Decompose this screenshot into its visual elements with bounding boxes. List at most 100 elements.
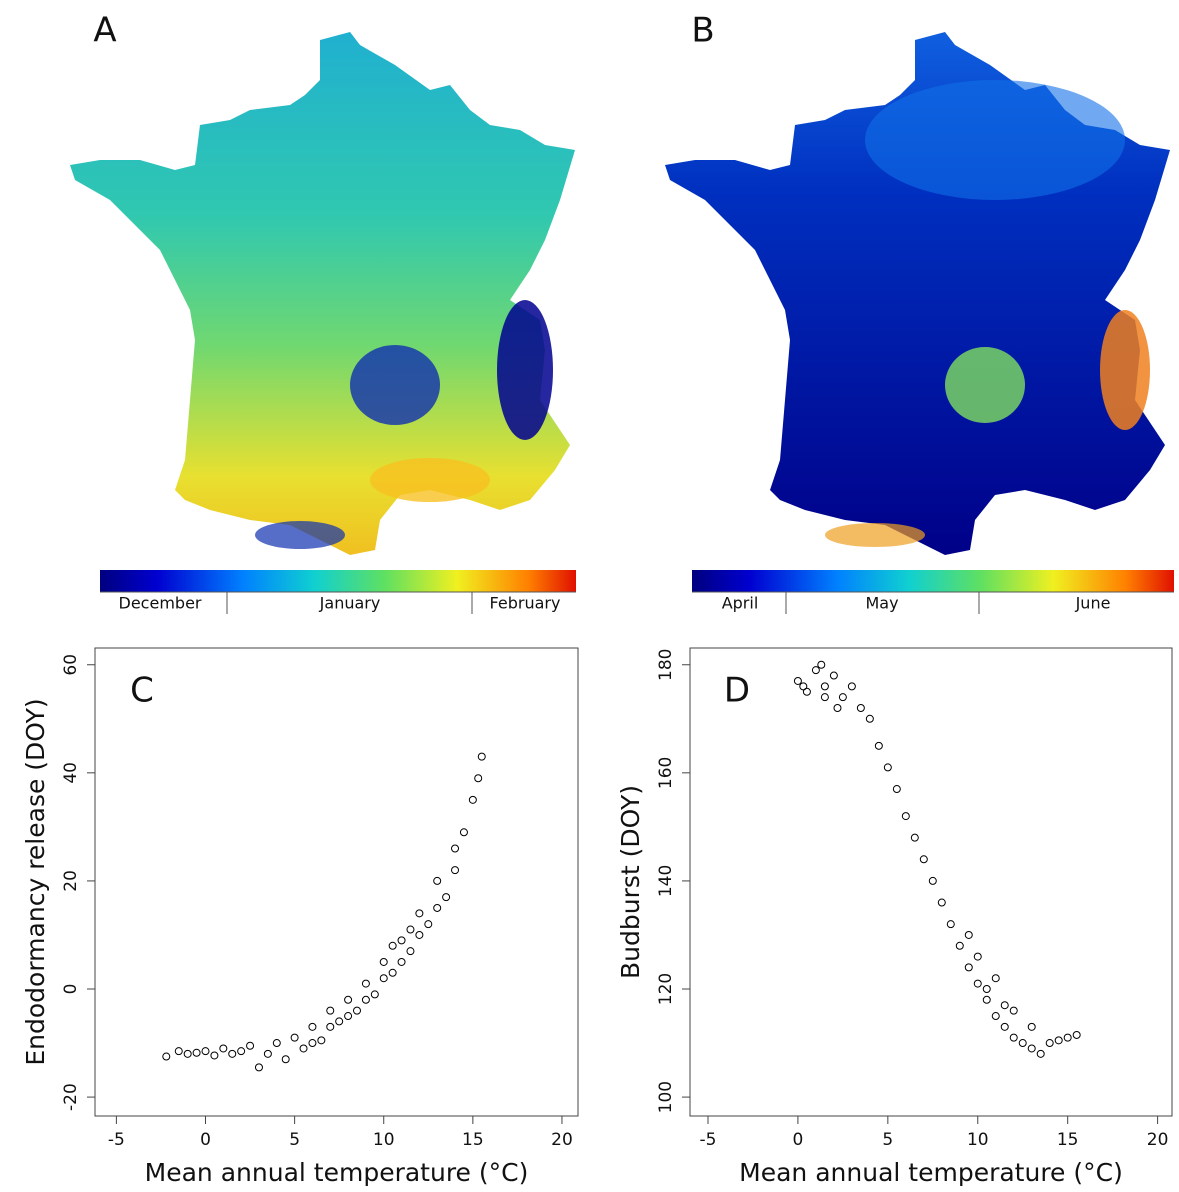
- point: [892, 785, 901, 794]
- point: [263, 1049, 272, 1058]
- point: [1009, 1033, 1018, 1042]
- y-tick-label: 160: [656, 757, 676, 789]
- y-tick-label: 120: [656, 973, 676, 1005]
- panel-label: B: [691, 11, 714, 51]
- point: [290, 1033, 299, 1042]
- point: [820, 693, 829, 702]
- point: [1009, 1006, 1018, 1015]
- x-tick-label: 15: [462, 1130, 484, 1150]
- point: [1054, 1036, 1063, 1045]
- point: [451, 844, 460, 853]
- point: [865, 714, 874, 723]
- colorbar-b: [692, 570, 1174, 614]
- point: [964, 963, 973, 972]
- point: [433, 876, 442, 885]
- point: [820, 682, 829, 691]
- point: [397, 957, 406, 966]
- point: [272, 1039, 281, 1048]
- point: [415, 909, 424, 918]
- point: [308, 1022, 317, 1031]
- point: [174, 1047, 183, 1056]
- point: [874, 741, 883, 750]
- point: [192, 1048, 201, 1057]
- x-tick-label: 15: [1057, 1130, 1079, 1150]
- x-tick-label: -5: [108, 1130, 125, 1150]
- y-axis-label: Endodormancy release (DOY): [21, 698, 50, 1065]
- point: [219, 1044, 228, 1053]
- point: [451, 866, 460, 875]
- plot-frame: [94, 647, 579, 1117]
- point: [1027, 1044, 1036, 1053]
- point: [910, 833, 919, 842]
- point: [228, 1049, 237, 1058]
- point: [361, 979, 370, 988]
- point: [1000, 1001, 1009, 1010]
- point: [388, 968, 397, 977]
- point: [1000, 1022, 1009, 1031]
- x-axis-label: Mean annual temperature (°C): [739, 1158, 1123, 1187]
- y-tick-label: 180: [656, 649, 676, 681]
- point: [973, 979, 982, 988]
- point: [326, 1006, 335, 1015]
- x-axis-label: Mean annual temperature (°C): [145, 1158, 529, 1187]
- point: [982, 985, 991, 994]
- point: [344, 1012, 353, 1021]
- point: [833, 703, 842, 712]
- point: [1018, 1039, 1027, 1048]
- point: [388, 941, 397, 950]
- panel-label: D: [724, 671, 750, 711]
- point: [397, 936, 406, 945]
- point: [829, 671, 838, 680]
- y-tick-label: -20: [61, 1083, 81, 1111]
- point: [281, 1055, 290, 1064]
- y-tick-label: 60: [61, 654, 81, 676]
- point: [254, 1063, 263, 1072]
- x-tick-label: -5: [700, 1130, 717, 1150]
- point: [361, 995, 370, 1004]
- point: [335, 1017, 344, 1026]
- y-tick-label: 0: [61, 984, 81, 995]
- x-tick-label: 5: [882, 1130, 893, 1150]
- point: [982, 995, 991, 1004]
- point: [246, 1041, 255, 1050]
- plot-frame: [689, 647, 1173, 1117]
- point: [442, 893, 451, 902]
- point: [237, 1047, 246, 1056]
- point: [379, 974, 388, 983]
- point: [964, 930, 973, 939]
- point: [991, 974, 1000, 983]
- x-tick-label: 0: [200, 1130, 211, 1150]
- point: [1027, 1022, 1036, 1031]
- y-tick-label: 140: [656, 865, 676, 897]
- map-b: [665, 32, 1170, 555]
- point: [370, 990, 379, 999]
- point: [344, 995, 353, 1004]
- panel-label: A: [93, 11, 116, 51]
- point: [379, 957, 388, 966]
- point: [928, 876, 937, 885]
- y-axis-label: Budburst (DOY): [616, 785, 645, 979]
- point: [406, 947, 415, 956]
- x-tick-label: 10: [373, 1130, 395, 1150]
- colorbar-label: May: [865, 594, 898, 613]
- colorbar-label: December: [119, 594, 202, 613]
- x-tick-label: 0: [792, 1130, 803, 1150]
- point: [817, 660, 826, 669]
- point: [317, 1036, 326, 1045]
- point: [799, 682, 808, 691]
- point: [424, 920, 433, 929]
- point: [299, 1044, 308, 1053]
- point: [415, 930, 424, 939]
- point: [201, 1047, 210, 1056]
- point: [919, 855, 928, 864]
- point: [955, 941, 964, 950]
- x-tick-label: 20: [1147, 1130, 1169, 1150]
- point: [1063, 1033, 1072, 1042]
- point: [352, 1006, 361, 1015]
- y-tick-label: 20: [61, 870, 81, 892]
- point: [1072, 1030, 1081, 1039]
- map-a: [70, 32, 576, 614]
- y-tick-label: 40: [61, 762, 81, 784]
- point: [1036, 1049, 1045, 1058]
